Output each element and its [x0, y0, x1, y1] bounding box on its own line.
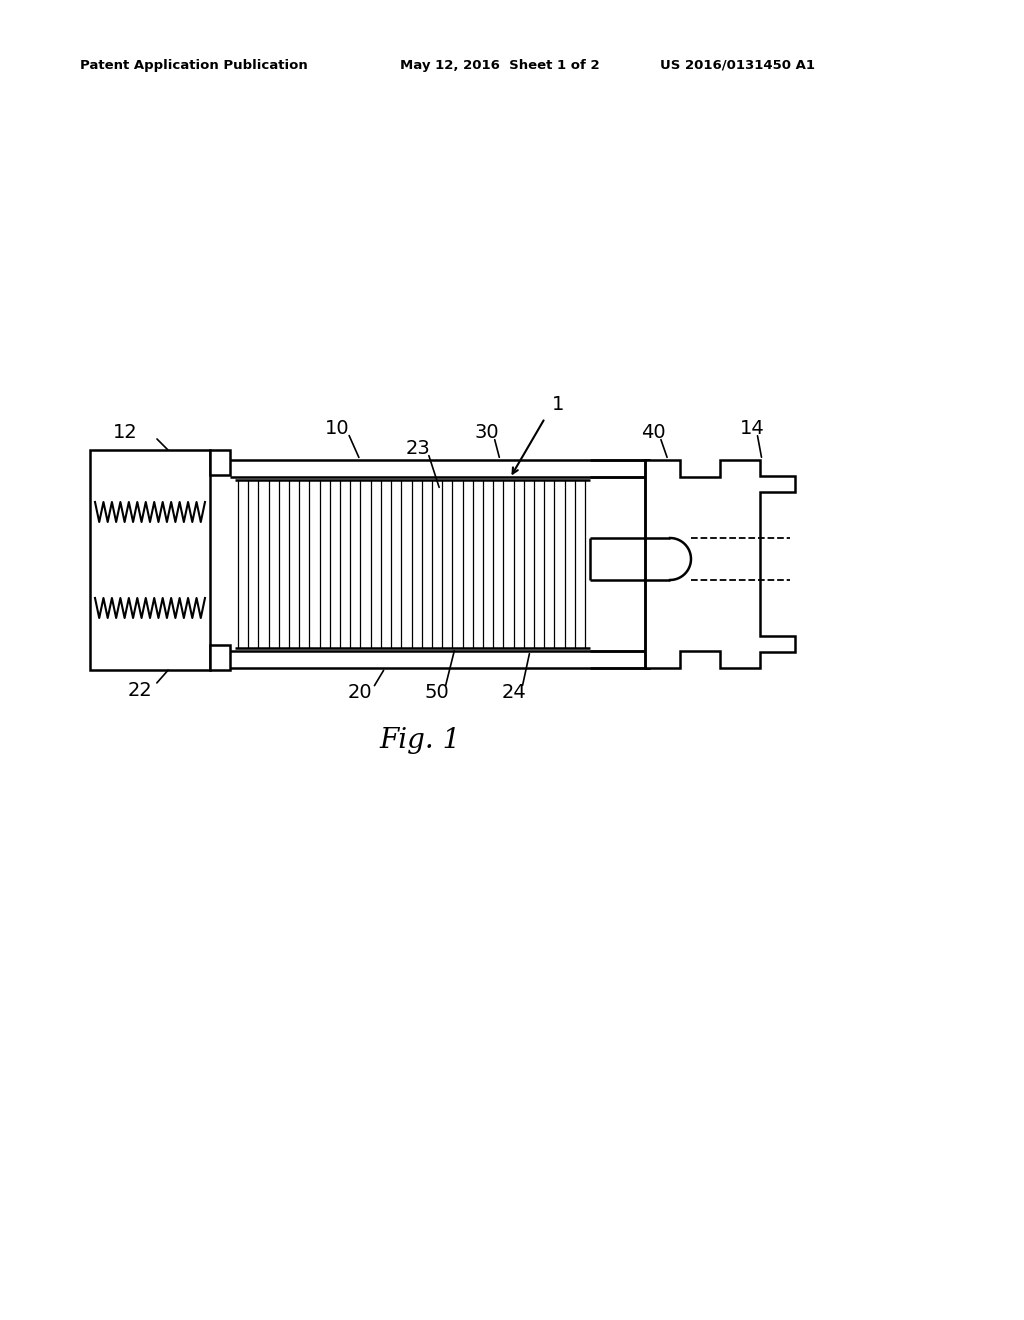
Text: Patent Application Publication: Patent Application Publication [80, 58, 308, 71]
Text: US 2016/0131450 A1: US 2016/0131450 A1 [660, 58, 815, 71]
Polygon shape [90, 450, 210, 671]
Text: 12: 12 [113, 422, 137, 441]
Polygon shape [210, 645, 230, 671]
Text: 20: 20 [348, 684, 373, 702]
Text: 22: 22 [128, 681, 153, 700]
Text: 10: 10 [325, 418, 349, 437]
Text: 50: 50 [425, 684, 450, 702]
Text: May 12, 2016  Sheet 1 of 2: May 12, 2016 Sheet 1 of 2 [400, 58, 600, 71]
Polygon shape [645, 459, 795, 668]
Polygon shape [210, 450, 230, 475]
Text: 30: 30 [475, 422, 500, 441]
Text: 40: 40 [641, 422, 666, 441]
Text: 14: 14 [739, 418, 764, 437]
Text: 24: 24 [502, 684, 526, 702]
Text: 1: 1 [552, 396, 564, 414]
Text: 23: 23 [406, 438, 430, 458]
Text: Fig. 1: Fig. 1 [379, 726, 461, 754]
